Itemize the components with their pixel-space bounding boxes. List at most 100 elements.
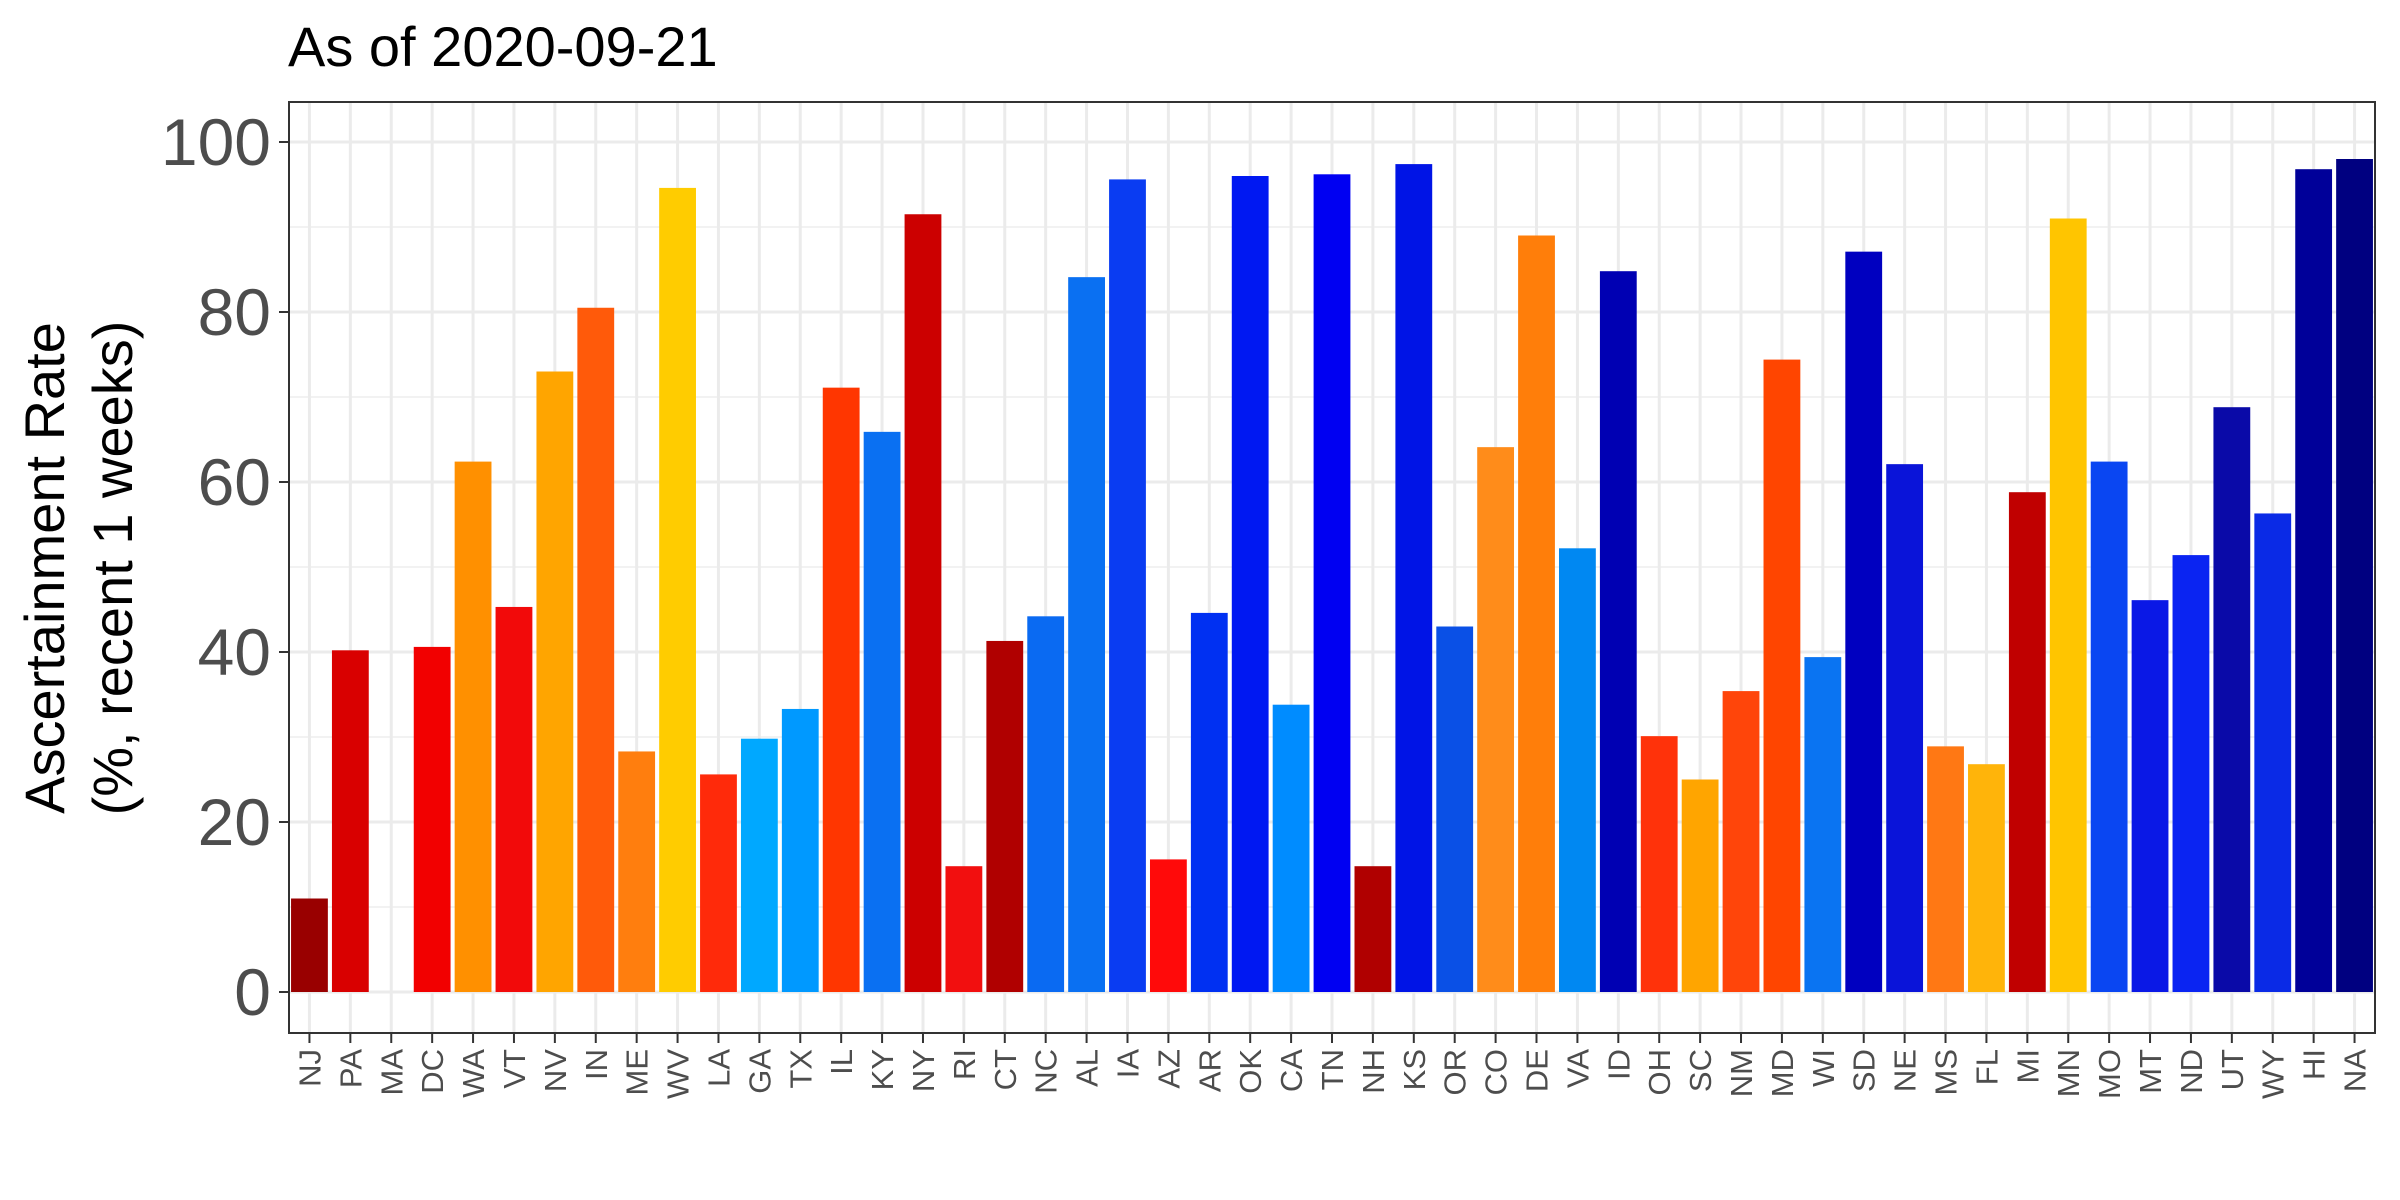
x-tick-label-in: IN: [579, 1049, 614, 1080]
x-tick-label-id: ID: [1601, 1049, 1636, 1080]
x-tick-label-de: DE: [1520, 1049, 1555, 1092]
x-tick-label-dc: DC: [415, 1049, 450, 1094]
bar-ct: [986, 640, 1024, 992]
y-tick-label: 100: [161, 105, 271, 179]
y-tick-label: 80: [198, 275, 271, 349]
x-tick-label-ca: CA: [1274, 1049, 1309, 1092]
bar-id: [1599, 271, 1637, 992]
x-tick-label-sd: SD: [1847, 1049, 1882, 1092]
bar-mi: [2008, 492, 2046, 992]
x-tick-label-ky: KY: [865, 1049, 900, 1090]
x-tick-label-ga: GA: [742, 1049, 777, 1094]
x-tick-label-il: IL: [824, 1049, 859, 1075]
x-tick-label-md: MD: [1765, 1049, 1800, 1097]
chart-title: As of 2020-09-21: [288, 15, 718, 78]
bar-tn: [1313, 174, 1351, 993]
bar-co: [1477, 447, 1515, 992]
x-tick-label-sc: SC: [1683, 1049, 1718, 1092]
x-tick-label-ok: OK: [1233, 1049, 1268, 1094]
bar-ri: [945, 866, 983, 992]
bar-vt: [495, 606, 533, 992]
y-tick-label: 20: [198, 785, 271, 859]
x-tick-label-nd: ND: [2174, 1049, 2209, 1094]
x-tick-label-tx: TX: [783, 1049, 818, 1089]
bar-or: [1436, 626, 1474, 992]
x-tick-label-mi: MI: [2010, 1049, 2045, 1083]
x-tick-label-vt: VT: [497, 1049, 532, 1089]
x-tick-label-na: NA: [2338, 1049, 2373, 1092]
x-tick-label-pa: PA: [333, 1049, 368, 1088]
x-tick-label-hi: HI: [2297, 1049, 2332, 1080]
bar-ia: [1109, 179, 1146, 992]
x-tick-label-wa: WA: [456, 1049, 491, 1098]
bar-az: [1149, 859, 1187, 992]
bar-wa: [454, 461, 492, 993]
bar-nh: [1354, 866, 1392, 992]
x-tick-label-ny: NY: [906, 1049, 941, 1092]
bar-la: [700, 774, 737, 992]
x-tick-label-wi: WI: [1806, 1049, 1841, 1087]
bar-mo: [2090, 461, 2128, 993]
bar-nc: [1027, 616, 1065, 992]
bar-de: [1518, 235, 1555, 992]
bar-mt: [2131, 600, 2169, 992]
x-tick-label-nv: NV: [538, 1049, 573, 1092]
bar-ny: [904, 214, 942, 992]
x-tick-label-mt: MT: [2133, 1049, 2168, 1094]
bar-dc: [413, 646, 451, 992]
bar-ga: [740, 738, 778, 992]
x-tick-label-nj: NJ: [292, 1049, 327, 1087]
x-tick-label-ne: NE: [1888, 1049, 1923, 1092]
bar-wy: [2254, 513, 2292, 992]
x-tick-label-wv: WV: [661, 1049, 696, 1099]
y-tick-label: 60: [198, 445, 271, 519]
bar-ut: [2213, 407, 2251, 992]
bar-ky: [863, 431, 901, 993]
x-tick-label-nm: NM: [1724, 1049, 1759, 1097]
x-tick-label-ms: MS: [1929, 1049, 1964, 1096]
bar-ne: [1886, 464, 1924, 992]
bar-ms: [1927, 746, 1964, 992]
x-tick-label-co: CO: [1479, 1049, 1514, 1096]
x-tick-label-wy: WY: [2256, 1049, 2291, 1099]
bar-ok: [1231, 176, 1269, 992]
bar-ca: [1272, 704, 1310, 992]
x-tick-label-ar: AR: [1192, 1049, 1227, 1092]
bar-al: [1068, 277, 1105, 992]
bar-va: [1559, 548, 1596, 992]
bar-ar: [1190, 612, 1228, 992]
x-tick-label-ri: RI: [947, 1049, 982, 1080]
bar-na: [2336, 159, 2373, 992]
x-tick-label-ut: UT: [2215, 1049, 2250, 1090]
bar-oh: [1640, 736, 1678, 992]
x-tick-label-oh: OH: [1642, 1049, 1677, 1096]
x-tick-label-me: ME: [620, 1049, 655, 1096]
y-axis-label-line2: (%, recent 1 weeks): [81, 321, 144, 816]
bar-wv: [659, 187, 696, 992]
bar-md: [1763, 359, 1801, 993]
x-tick-label-mn: MN: [2051, 1049, 2086, 1097]
x-tick-label-ct: CT: [988, 1049, 1023, 1090]
x-tick-label-ks: KS: [1397, 1049, 1432, 1090]
x-tick-label-al: AL: [1070, 1049, 1105, 1087]
bar-wi: [1804, 657, 1842, 992]
x-tick-label-mo: MO: [2092, 1049, 2127, 1099]
x-tick-label-tn: TN: [1315, 1049, 1350, 1090]
bars: [291, 159, 2373, 993]
bar-il: [822, 387, 860, 992]
bar-nd: [2172, 555, 2210, 992]
bar-pa: [331, 650, 369, 992]
bar-sd: [1845, 251, 1883, 992]
bar-nj: [291, 898, 328, 992]
bar-in: [577, 307, 615, 992]
bar-nm: [1722, 691, 1760, 992]
y-tick-label: 40: [198, 615, 271, 689]
x-tick-label-nc: NC: [1029, 1049, 1064, 1094]
y-tick-label: 0: [234, 955, 271, 1029]
bar-me: [618, 751, 656, 992]
bar-sc: [1681, 779, 1719, 992]
y-axis: 0 20 40 60 80 100: [161, 105, 289, 1029]
y-axis-label-line1: Ascertainment Rate: [13, 322, 76, 814]
x-tick-label-or: OR: [1438, 1049, 1473, 1096]
